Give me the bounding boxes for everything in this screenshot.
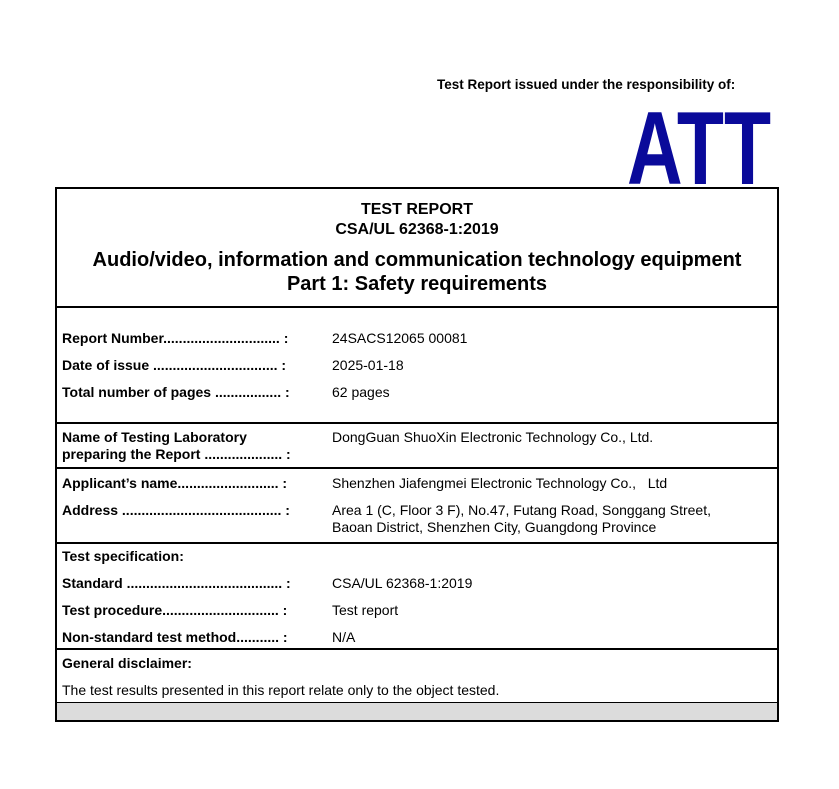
disclaimer-heading: General disclaimer: bbox=[62, 655, 192, 671]
method-row: Non-standard test method........... : N/A bbox=[57, 629, 777, 646]
field-value: CSA/UL 62368-1:2019 bbox=[332, 575, 473, 591]
field-value: Test report bbox=[332, 602, 399, 618]
field-label: Total number of pages ................. … bbox=[62, 384, 290, 400]
svg-text:ATT: ATT bbox=[627, 104, 771, 186]
field-value: Baoan District, Shenzhen City, Guangdong… bbox=[332, 519, 657, 535]
date-row: Date of issue ..........................… bbox=[57, 357, 777, 374]
standard-row: Standard ...............................… bbox=[57, 575, 777, 592]
field-label: Address ................................… bbox=[62, 502, 290, 518]
field-label: Non-standard test method........... : bbox=[62, 629, 288, 645]
field-value: 2025-01-18 bbox=[332, 357, 404, 373]
field-value: 62 pages bbox=[332, 384, 390, 400]
applicant-row: Applicant’s name........................… bbox=[57, 475, 777, 492]
att-logo: ATT bbox=[627, 104, 771, 186]
report-number-row: Report Number...........................… bbox=[57, 330, 777, 347]
disclaimer-text: The test results presented in this repor… bbox=[62, 682, 500, 698]
field-label: Test procedure..........................… bbox=[62, 602, 288, 618]
report-section: Report Number...........................… bbox=[57, 308, 777, 424]
field-label: Report Number...........................… bbox=[62, 330, 289, 346]
title-part: Part 1: Safety requirements bbox=[286, 273, 548, 295]
field-label: preparing the Report ...................… bbox=[62, 446, 291, 462]
field-value: Area 1 (C, Floor 3 F), No.47, Futang Roa… bbox=[332, 502, 711, 518]
pages-row: Total number of pages ................. … bbox=[57, 384, 777, 401]
title-test-report: TEST REPORT bbox=[360, 201, 473, 218]
footer-bar bbox=[57, 702, 777, 720]
spec-section: Test specification: Standard ...........… bbox=[57, 544, 777, 650]
title-equipment: Audio/video, information and communicati… bbox=[92, 249, 742, 271]
lab-row: Name of Testing Laboratory preparing the … bbox=[57, 429, 777, 463]
title-standard: CSA/UL 62368-1:2019 bbox=[335, 221, 499, 238]
spec-heading: Test specification: bbox=[62, 548, 184, 564]
disclaimer-section: General disclaimer: The test results pre… bbox=[57, 650, 777, 699]
field-label: Date of issue ..........................… bbox=[62, 357, 287, 373]
applicant-section: Applicant’s name........................… bbox=[57, 469, 777, 544]
field-label: Name of Testing Laboratory bbox=[62, 429, 247, 445]
field-value: Shenzhen Jiafengmei Electronic Technolog… bbox=[332, 475, 668, 491]
field-value: N/A bbox=[332, 629, 356, 645]
lab-section: Name of Testing Laboratory preparing the … bbox=[57, 424, 777, 469]
field-value: DongGuan ShuoXin Electronic Technology C… bbox=[332, 429, 654, 445]
responsibility-text: Test Report issued under the responsibil… bbox=[437, 77, 736, 92]
address-row: Address ................................… bbox=[57, 502, 777, 536]
field-label: Standard ...............................… bbox=[62, 575, 291, 591]
procedure-row: Test procedure..........................… bbox=[57, 602, 777, 619]
field-value: 24SACS12065 00081 bbox=[332, 330, 468, 346]
title-section: TEST REPORT CSA/UL 62368-1:2019 Audio/vi… bbox=[57, 189, 777, 308]
field-label: Applicant’s name........................… bbox=[62, 475, 288, 491]
report-box: TEST REPORT CSA/UL 62368-1:2019 Audio/vi… bbox=[55, 187, 779, 722]
